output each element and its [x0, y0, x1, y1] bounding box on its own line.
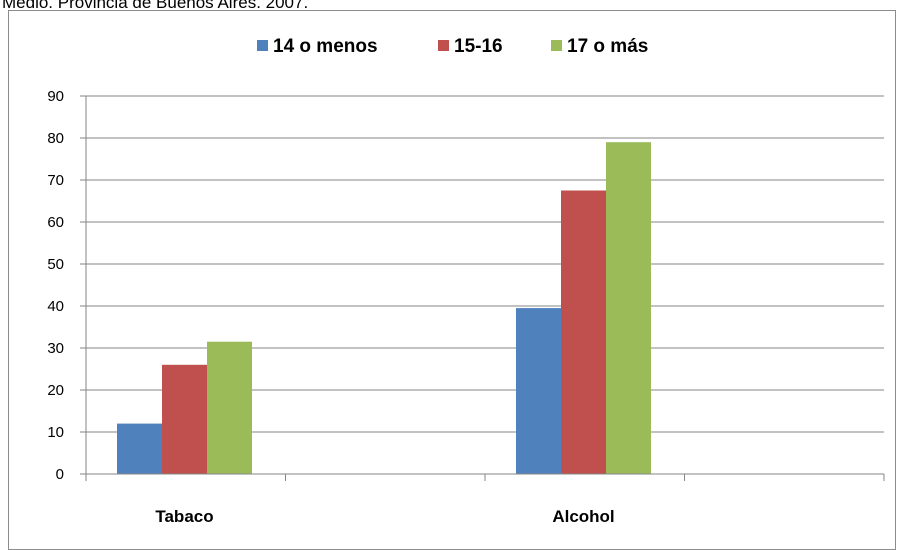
y-tick-label: 90 [47, 88, 64, 105]
legend-swatch [438, 40, 449, 51]
y-tick-label: 80 [47, 130, 64, 147]
y-tick-label: 30 [47, 340, 64, 357]
y-tick-label: 40 [47, 298, 64, 315]
legend-swatch [257, 40, 268, 51]
legend-swatch [551, 40, 562, 51]
x-category-label: Tabaco [155, 507, 213, 526]
legend-label: 15-16 [454, 36, 503, 57]
bar [561, 190, 606, 474]
y-tick-label: 60 [47, 214, 64, 231]
y-tick-label: 0 [56, 466, 64, 483]
y-tick-label: 20 [47, 382, 64, 399]
y-tick-label: 70 [47, 172, 64, 189]
bars [117, 142, 651, 474]
bar [162, 364, 207, 474]
axes: 0 10 20 30 40 50 60 70 80 90 Tabaco Alcohol [47, 88, 885, 526]
chart-caption: Medio. Provincia de Buenos Aires. 2007. [2, 0, 309, 12]
legend: 14 o menos 15-16 17 o más [257, 36, 648, 57]
bar [207, 341, 252, 474]
bar [606, 142, 651, 474]
bar [516, 308, 561, 474]
bar [117, 423, 162, 474]
legend-label: 17 o más [567, 36, 648, 57]
gridlines [86, 95, 884, 433]
x-category-label: Alcohol [552, 507, 614, 526]
y-tick-label: 10 [47, 424, 64, 441]
legend-label: 14 o menos [273, 36, 378, 57]
y-tick-label: 50 [47, 256, 64, 273]
